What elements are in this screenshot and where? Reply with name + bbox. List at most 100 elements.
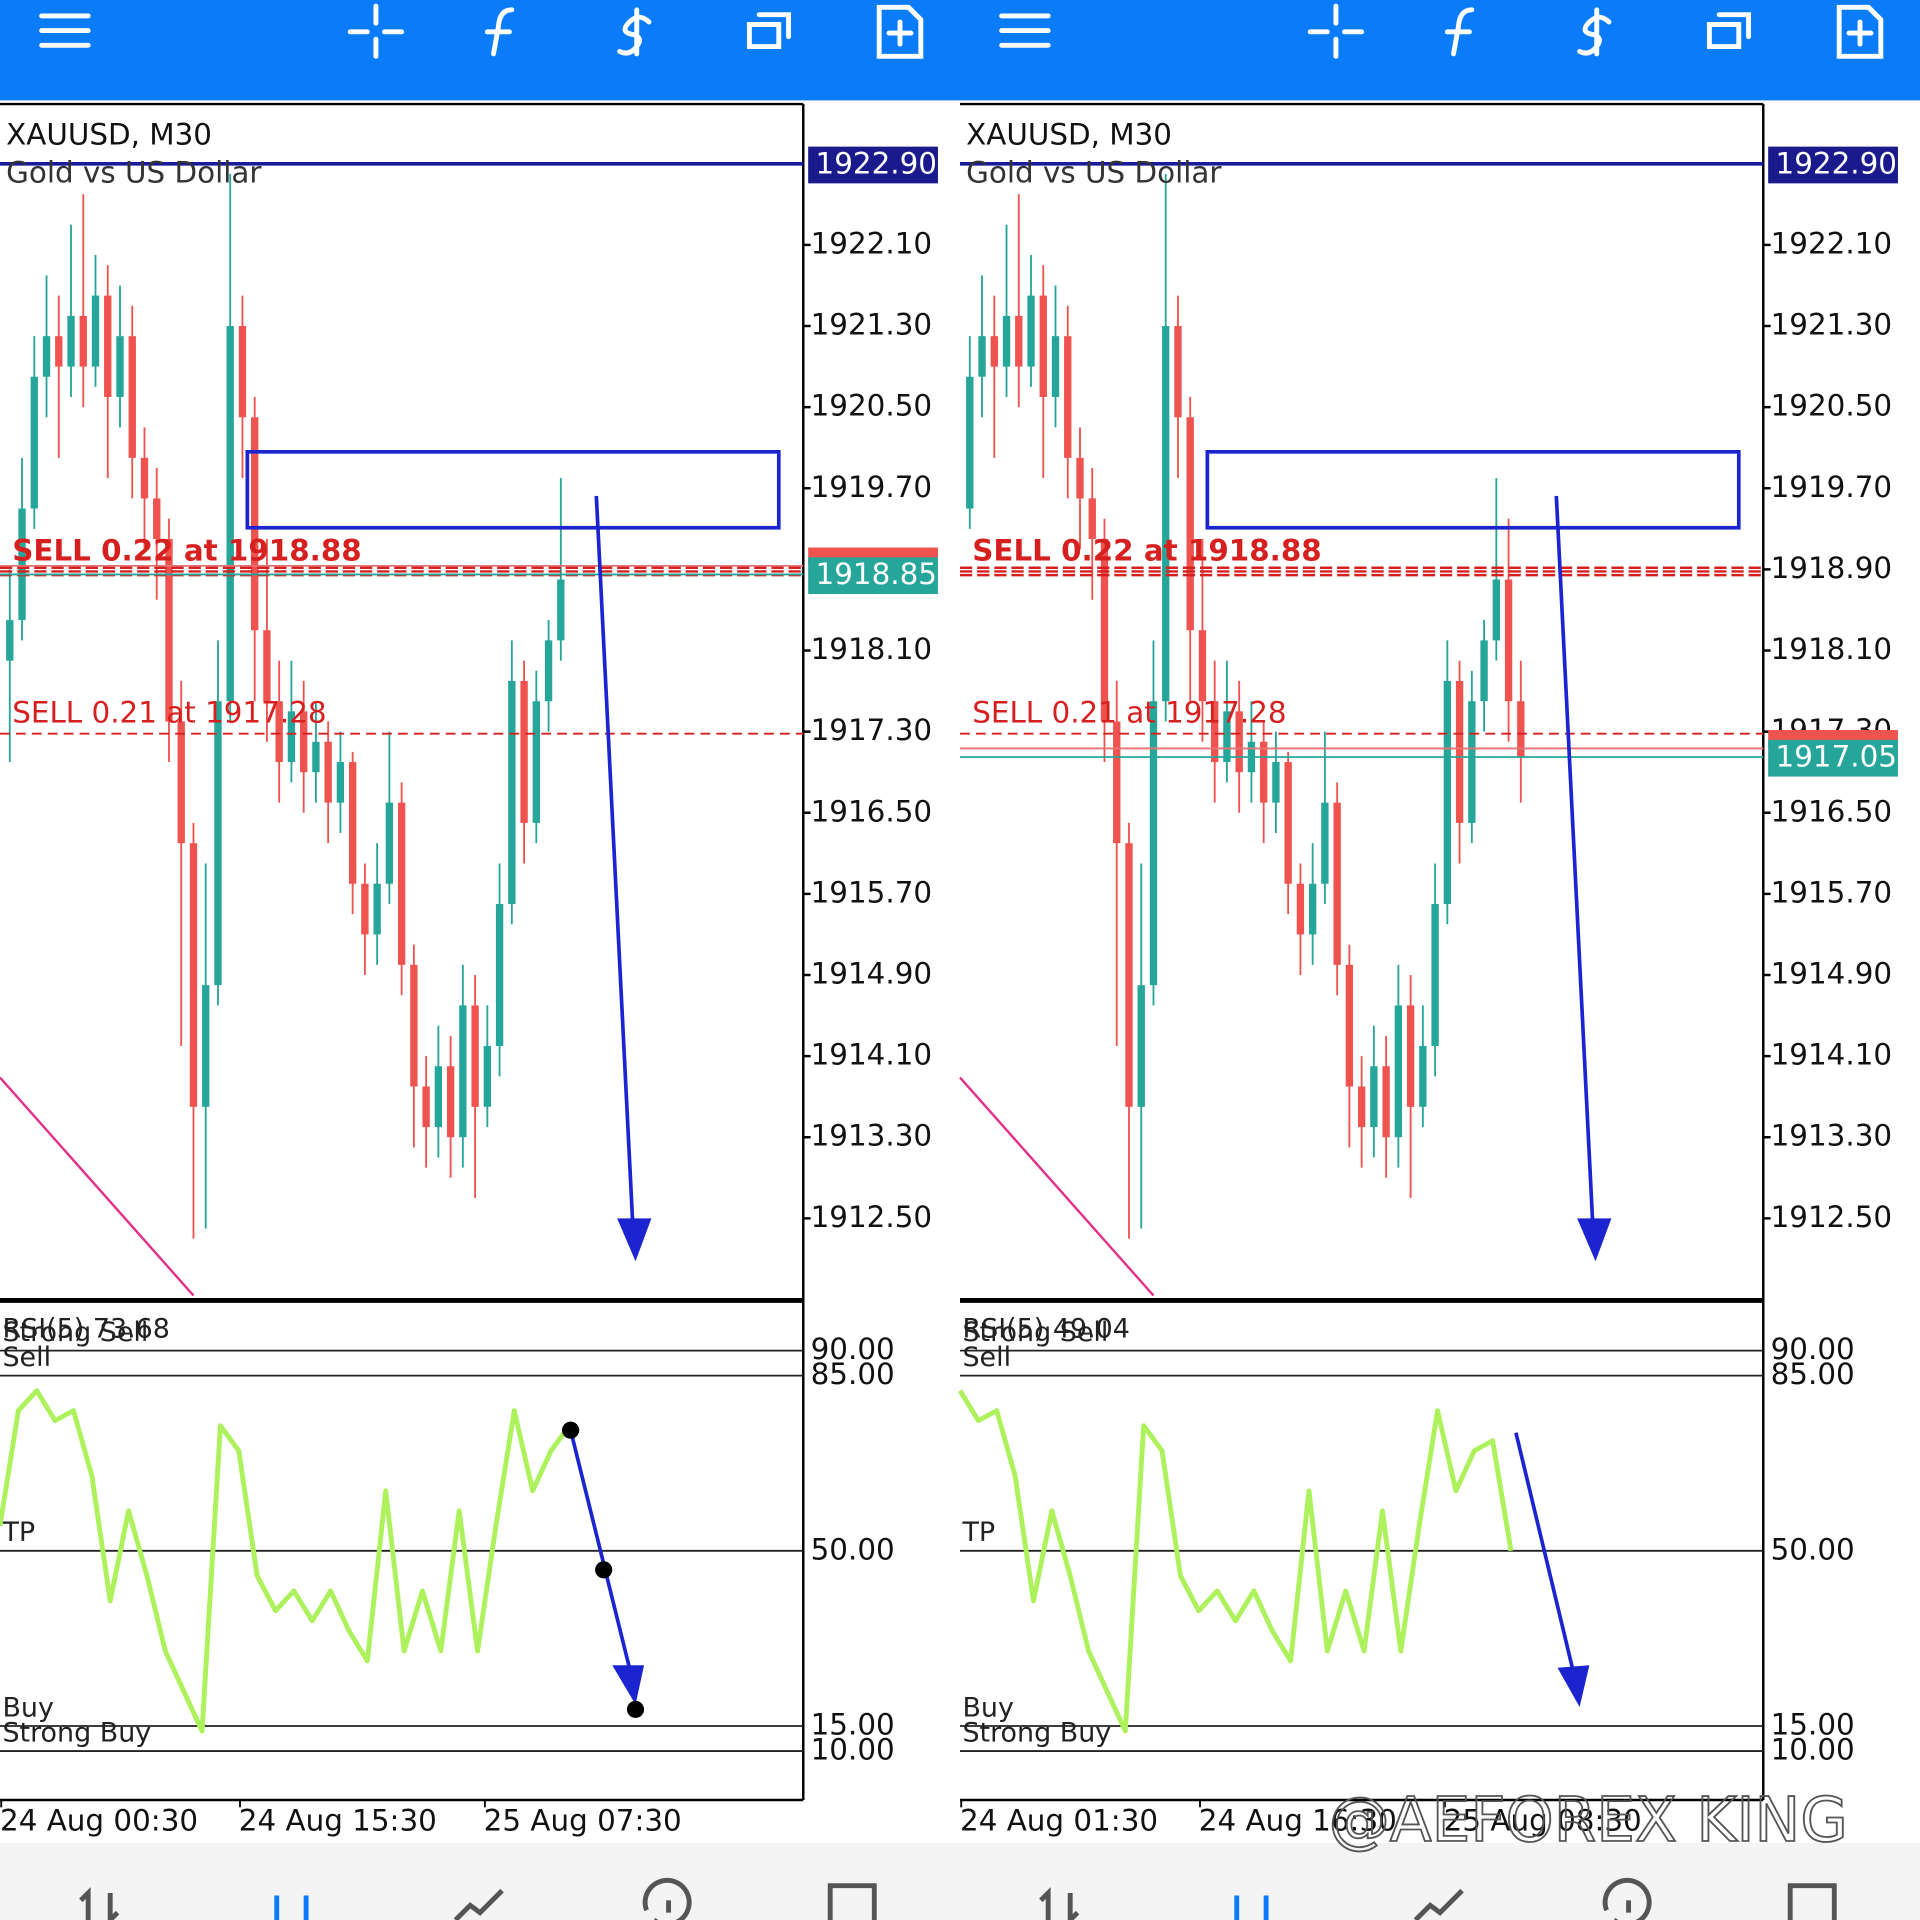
candle-body [287, 711, 296, 763]
bid-box [1768, 739, 1898, 777]
trade-nav-icon[interactable] [453, 1888, 504, 1920]
toolbar-left[interactable] [39, 3, 924, 59]
trade-icon[interactable] [617, 7, 652, 57]
nav-left[interactable] [79, 1877, 877, 1920]
candle-body [128, 336, 136, 458]
candle-body [18, 508, 26, 621]
chart-panel: 1922.10 1921.30 1920.50 1919.70 1918.90 1918.… [957, 102, 1898, 1838]
candle-body [30, 376, 38, 509]
candle-body [1357, 1086, 1366, 1128]
price-tick-label: 1919.70 [1771, 470, 1892, 504]
order-label: SELL 0.21 at 1917.28 [972, 696, 1286, 730]
candle-body [1027, 295, 1035, 367]
quotes-icon[interactable] [79, 1887, 120, 1920]
rsi-level-label: 10.00 [811, 1733, 895, 1767]
candle-body [91, 295, 100, 367]
history-icon[interactable] [1602, 1877, 1652, 1920]
candle-body [978, 336, 986, 377]
time-label: 25 Aug 07:30 [484, 1804, 682, 1838]
candle-body [226, 326, 234, 702]
toolbar-right[interactable] [999, 3, 1884, 59]
candle-body [1149, 701, 1158, 986]
quotes-icon[interactable] [1039, 1887, 1080, 1920]
candle-body [1223, 711, 1231, 763]
candle-body [1443, 680, 1452, 905]
candle-body [361, 883, 369, 935]
candle-body [1345, 964, 1354, 1087]
candle-body [1492, 579, 1500, 641]
trendline [0, 1076, 195, 1297]
candle-body [495, 904, 504, 1046]
trade-nav-icon[interactable] [1413, 1888, 1464, 1920]
candle-body [1015, 315, 1023, 367]
rsi-level-label: 10.00 [1771, 1733, 1855, 1767]
candle-body [177, 721, 185, 844]
indicator-icon[interactable] [484, 7, 515, 57]
zone-label: Strong Sell [962, 1317, 1108, 1348]
price-tick-label: 1914.90 [811, 957, 932, 991]
candle-body [6, 620, 14, 661]
price-tick-label: 1920.50 [1771, 389, 1892, 423]
crosshair-icon[interactable] [1307, 3, 1365, 59]
price-tick-label: 1922.10 [1771, 226, 1892, 260]
zone-label: TP [1, 1517, 35, 1548]
crosshair-icon[interactable] [347, 3, 405, 59]
chart-icon[interactable] [1234, 1895, 1269, 1920]
price-tick-label: 1916.50 [811, 794, 932, 828]
trade-icon[interactable] [1577, 7, 1612, 57]
candle-body [153, 498, 161, 539]
candle-body [434, 1066, 443, 1128]
candle-body [1370, 1066, 1378, 1128]
zone-label: Strong Sell [2, 1317, 148, 1348]
candle-body [1260, 741, 1268, 803]
new-order-icon[interactable] [876, 4, 924, 59]
time-label: 24 Aug 15:30 [239, 1804, 437, 1838]
candle-body [373, 883, 381, 935]
rsi-level-label: 50.00 [811, 1532, 895, 1566]
anchor-dot [626, 1700, 645, 1718]
history-icon[interactable] [642, 1877, 692, 1920]
new-order-icon[interactable] [1836, 4, 1884, 59]
chart-icon[interactable] [274, 1895, 309, 1920]
toolbar-icons [39, 3, 1884, 59]
zone-box [245, 450, 781, 530]
candle-body [544, 640, 553, 702]
indicator-icon[interactable] [1444, 7, 1475, 57]
line-price-label: 1922.90 [816, 147, 937, 181]
trendline [959, 1076, 1155, 1297]
rsi-level-label: 85.00 [1771, 1357, 1855, 1391]
zone-label: TP [961, 1517, 995, 1548]
candle-body [1125, 843, 1133, 1107]
messages-icon[interactable] [1787, 1883, 1837, 1920]
nav-right[interactable] [1039, 1877, 1837, 1920]
messages-icon[interactable] [827, 1883, 877, 1920]
candle-body [1137, 985, 1145, 1107]
order-label: SELL 0.22 at 1918.88 [12, 533, 361, 567]
price-tick-label: 1915.70 [1771, 875, 1892, 909]
windows-icon[interactable] [1706, 12, 1752, 49]
candle-body [1002, 315, 1011, 367]
zone-label: Sell [2, 1342, 51, 1373]
candle-body [1517, 701, 1525, 757]
candle-body [165, 538, 173, 722]
candle-body [1186, 417, 1194, 631]
candle-body [1419, 1045, 1427, 1107]
menu-icon[interactable] [999, 13, 1051, 48]
candle-body [1100, 538, 1109, 722]
candle-body [336, 762, 345, 803]
candle-body [966, 376, 974, 509]
candle-body [67, 315, 75, 367]
candle-body [312, 741, 320, 773]
zone-label: Sell [962, 1342, 1011, 1373]
arrow-shaft [594, 495, 635, 1231]
price-tick-label: 1917.30 [811, 713, 932, 747]
chart-panel: 1922.10 1921.30 1920.50 1919.70 1918.10 1917.… [0, 102, 938, 1838]
current-price-label: 1918.85 [816, 557, 937, 591]
candle-body [1051, 336, 1060, 398]
candle-body [55, 336, 63, 367]
menu-icon[interactable] [39, 13, 91, 48]
candle-body [214, 701, 222, 986]
time-label: 24 Aug 16:30 [1199, 1804, 1397, 1838]
windows-icon[interactable] [746, 12, 792, 49]
